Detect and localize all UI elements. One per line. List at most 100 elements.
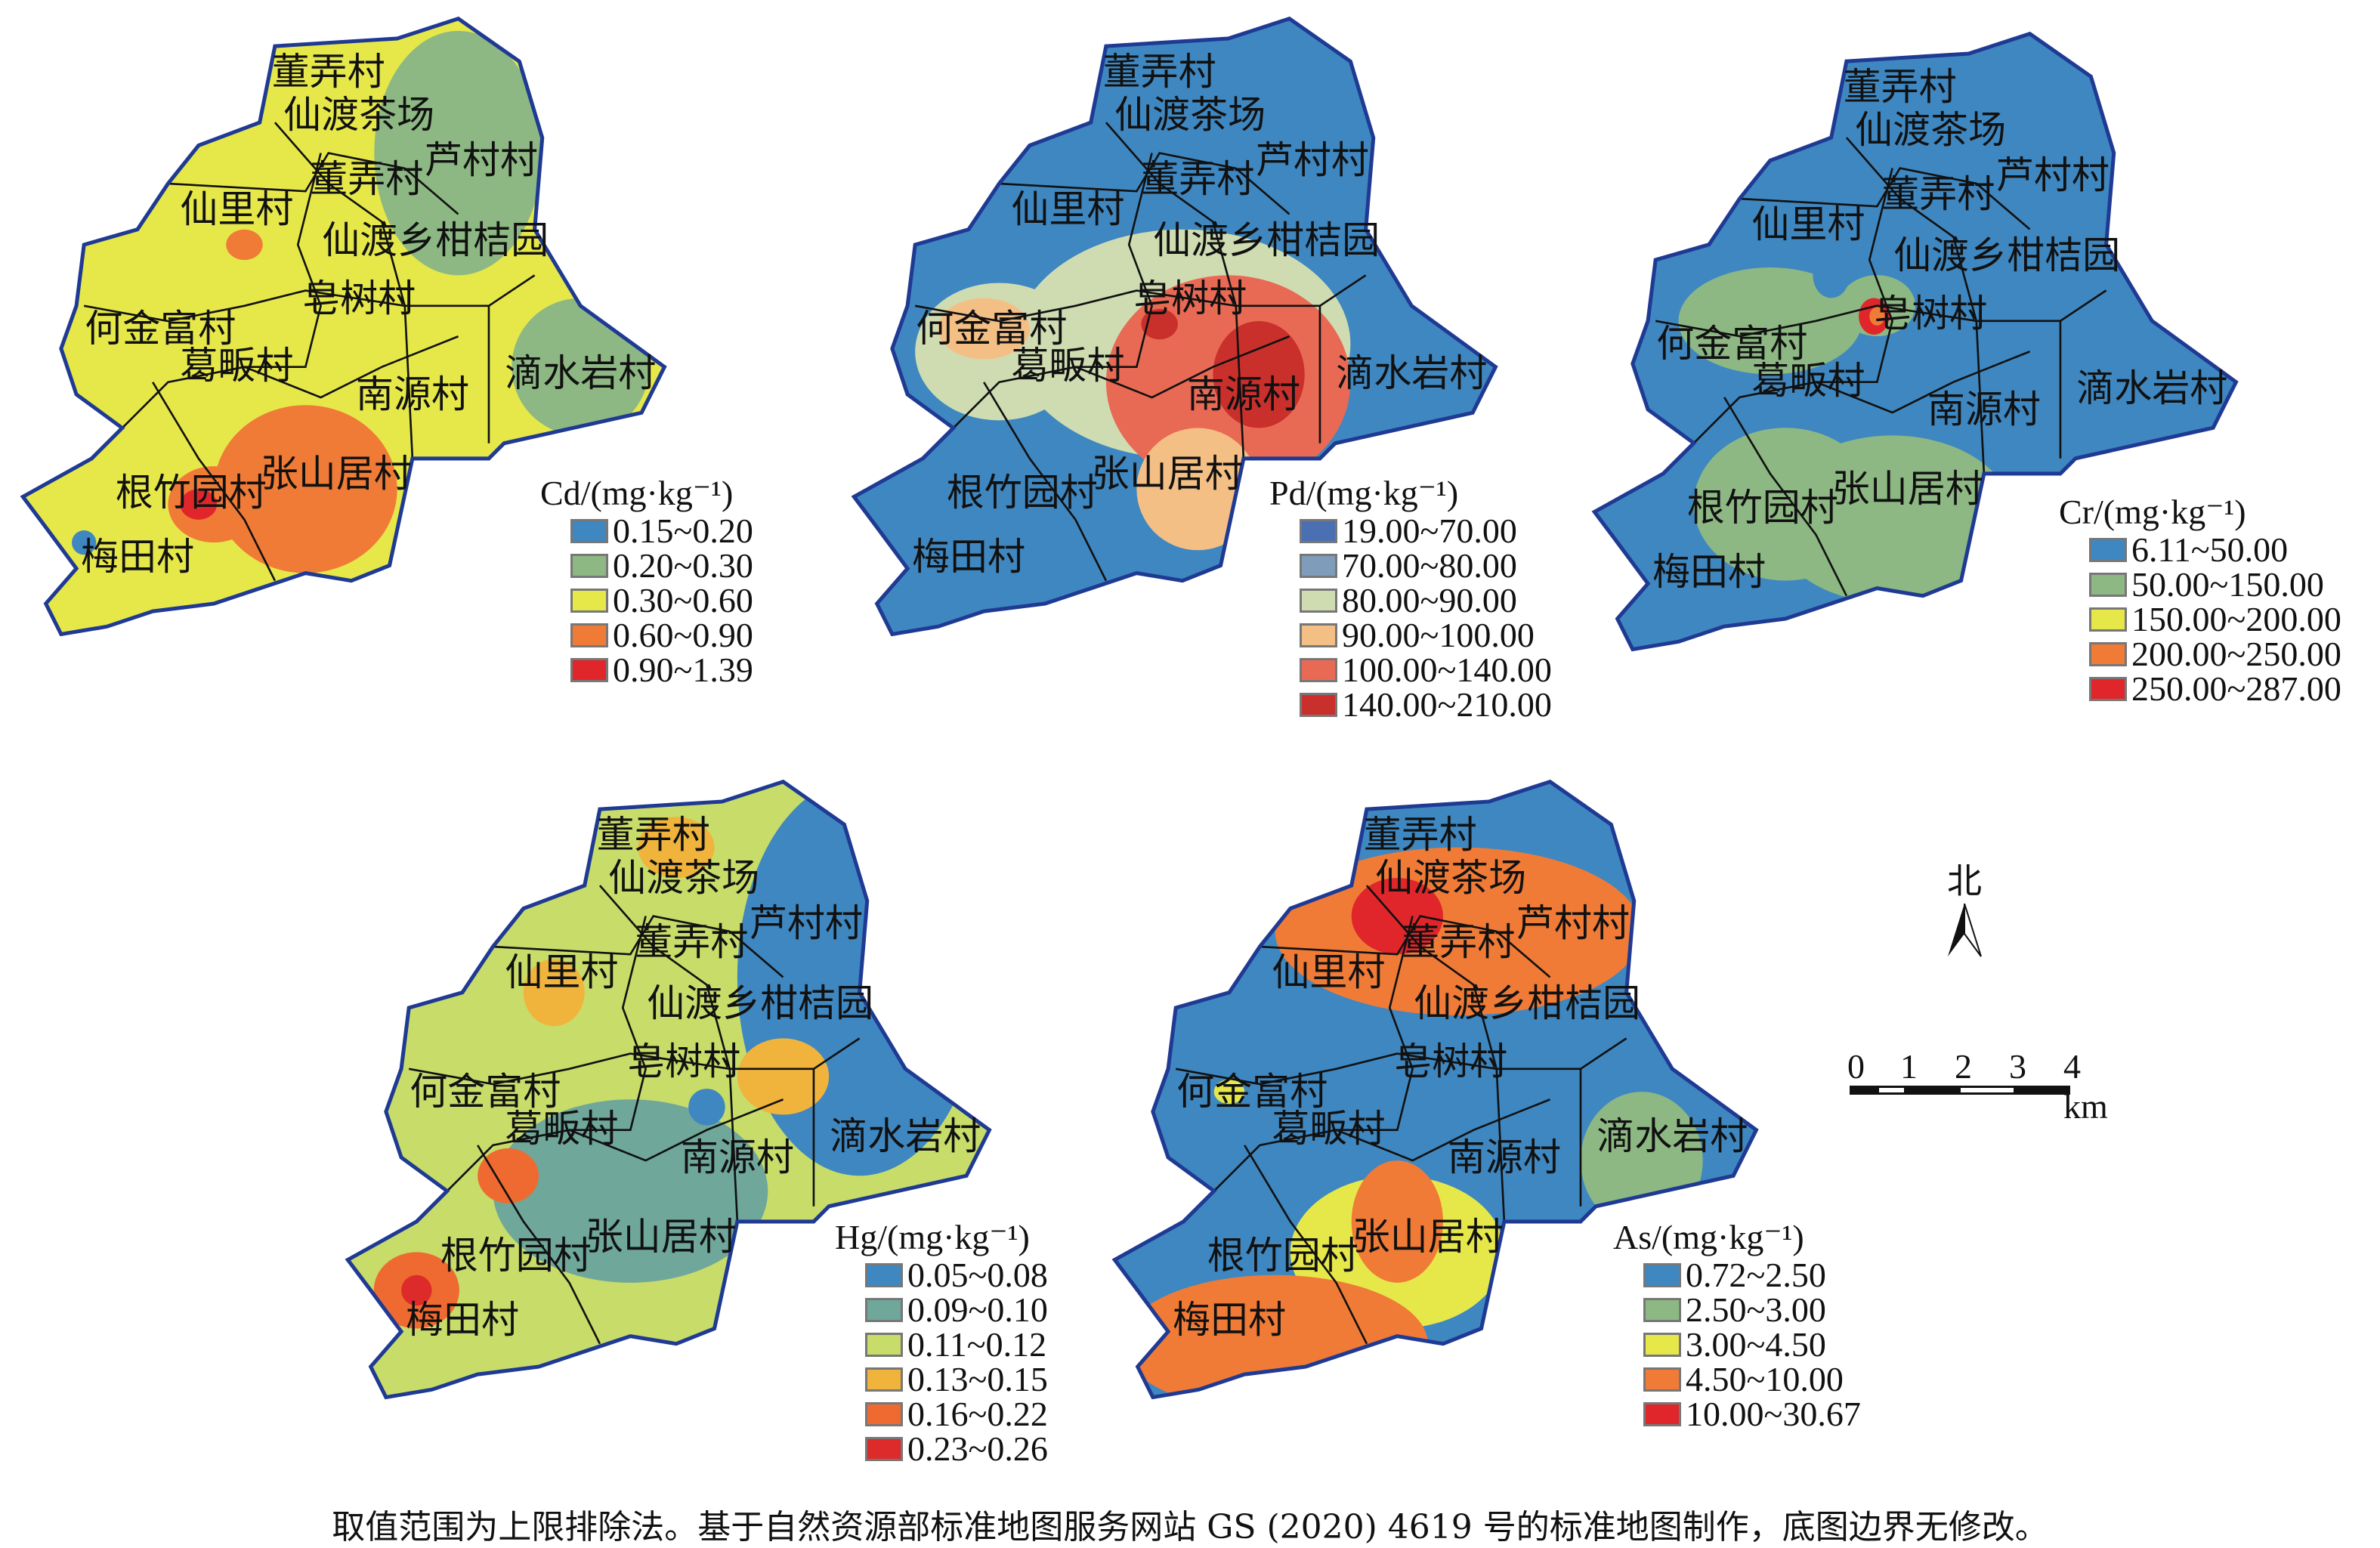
as-map: [1111, 779, 1759, 1400]
cr-map: [1591, 31, 2239, 652]
village-label: 仙里村: [1272, 950, 1386, 995]
legend-range: 0.09~0.10: [907, 1290, 1048, 1329]
village-label: 滴水岩村: [505, 351, 657, 395]
village-label: 南源村: [355, 372, 469, 417]
village-label: 董弄村: [635, 919, 749, 964]
village-boundary: [152, 382, 277, 582]
village-label: 根竹园村: [946, 470, 1098, 514]
village-label: 梅田村: [80, 534, 194, 579]
north-label: 北: [1947, 861, 1982, 901]
legend-range: 0.90~1.39: [613, 650, 753, 689]
village-label: 仙里村: [505, 950, 619, 995]
village-boundary: [1213, 1098, 1551, 1192]
village-label: 皂树村: [1133, 276, 1247, 320]
study-area-outline: [20, 16, 667, 637]
legend-item: 0.30~0.60: [570, 583, 753, 618]
village-label: 梅田村: [1172, 1297, 1286, 1342]
village-boundary: [569, 916, 647, 1131]
hg-legend: Hg/(mg·kg⁻¹) 0.05~0.08 0.09~0.10 0.11~0.12 0…: [835, 1220, 1048, 1468]
cr-legend: Cr/(mg·kg⁻¹) 6.11~50.00 50.00~150.00 150.00…: [2059, 495, 2341, 706]
legend-item: 90.00~100.00: [1300, 618, 1552, 653]
legend-item: 10.00~30.67: [1643, 1397, 1861, 1432]
legend-item: 80.00~90.00: [1300, 583, 1552, 618]
village-label: 董弄村: [1141, 156, 1255, 201]
concentration-zone: [72, 530, 97, 555]
concentration-zone: [214, 405, 397, 573]
legend-item: 100.00~140.00: [1300, 653, 1552, 687]
village-label: 董弄村: [271, 50, 385, 94]
village-boundary: [1692, 350, 2031, 444]
village-label: 根竹园村: [440, 1233, 592, 1278]
village-label: 根竹园村: [1207, 1233, 1358, 1278]
village-label: 葛畈村: [505, 1106, 619, 1151]
village-label: 根竹园村: [115, 470, 267, 514]
legend-swatch: [2089, 573, 2127, 597]
village-label: 仙渡茶场: [1114, 92, 1266, 137]
legend-item: 0.11~0.12: [865, 1327, 1048, 1362]
north-arrow: 北: [1946, 854, 1983, 964]
village-label: 张山居村: [260, 452, 412, 496]
village-label: 董弄村: [1363, 813, 1477, 857]
legend-range: 0.23~0.26: [907, 1429, 1048, 1468]
legend-item: 19.00~70.00: [1300, 514, 1552, 548]
legend-range: 2.50~3.00: [1686, 1290, 1826, 1329]
legend-item: 70.00~80.00: [1300, 548, 1552, 583]
legend-swatch: [865, 1367, 903, 1392]
village-label: 仙渡乡柑桔园: [1414, 981, 1641, 1025]
village-label: 何金富村: [85, 307, 236, 351]
village-boundary: [1816, 168, 1893, 383]
legend-item: 250.00~287.00: [2089, 672, 2341, 706]
concentration-zone: [493, 1099, 768, 1283]
village-label: 南源村: [680, 1136, 794, 1180]
scale-tick: 0: [1847, 1047, 1865, 1086]
legend-item: 0.20~0.30: [570, 548, 753, 583]
legend-title: Hg/(mg·kg⁻¹): [835, 1218, 1030, 1256]
legend-swatch: [865, 1402, 903, 1426]
village-boundary: [1723, 397, 1848, 597]
village-label: 葛畈村: [180, 343, 294, 388]
village-label: 根竹园村: [1686, 485, 1838, 530]
cd-legend: Cd/(mg·kg⁻¹) 0.15~0.20 0.20~0.30 0.30~0.60 0…: [540, 476, 753, 689]
village-label: 葛畈村: [1011, 343, 1125, 388]
village-label: 梅田村: [911, 534, 1025, 579]
village-boundary: [1075, 153, 1153, 368]
legend-swatch: [865, 1263, 903, 1287]
legend-title: As/(mg·kg⁻¹): [1613, 1218, 1804, 1256]
village-label: 仙渡乡柑桔园: [647, 981, 874, 1025]
concentration-zone: [374, 30, 542, 276]
village-boundary: [983, 382, 1108, 582]
legend-swatch: [1643, 1263, 1681, 1287]
village-label: 皂树村: [1394, 1039, 1508, 1083]
village-label: 芦村村: [1516, 901, 1630, 946]
figure-caption: 取值范围为上限排除法。基于自然资源部标准地图服务网站 GS (2020) 461…: [332, 1508, 2048, 1546]
concentration-zone: [523, 959, 585, 1027]
legend-range: 90.00~100.00: [1342, 616, 1535, 654]
village-label: 梅田村: [405, 1297, 519, 1342]
legend-swatch: [570, 554, 608, 578]
village-label: 芦村村: [424, 138, 538, 183]
pd-map: [851, 16, 1498, 637]
village-label: 仙渡乡柑桔园: [1153, 218, 1380, 262]
legend-range: 250.00~287.00: [2131, 669, 2341, 708]
concentration-zone: [737, 1038, 830, 1115]
concentration-zone: [1351, 878, 1443, 955]
legend-swatch: [2089, 607, 2127, 632]
legend-item: 50.00~150.00: [2089, 567, 2341, 602]
legend-range: 6.11~50.00: [2131, 530, 2289, 569]
village-label: 芦村村: [1255, 138, 1369, 183]
legend-range: 0.20~0.30: [613, 546, 753, 585]
legend-range: 0.72~2.50: [1686, 1256, 1826, 1294]
village-boundary: [477, 1145, 601, 1345]
legend-swatch: [1300, 623, 1337, 647]
village-label: 董弄村: [596, 813, 710, 857]
legend-range: 200.00~250.00: [2131, 635, 2341, 673]
legend-title: Cd/(mg·kg⁻¹): [540, 474, 734, 512]
legend-item: 0.09~0.10: [865, 1293, 1048, 1327]
legend-item: 140.00~210.00: [1300, 687, 1552, 722]
village-label: 皂树村: [302, 276, 416, 320]
village-boundary: [121, 335, 459, 429]
legend-item: 0.15~0.20: [570, 514, 753, 548]
concentration-zone: [478, 1148, 539, 1203]
village-label: 仙渡茶场: [1855, 107, 2007, 152]
legend-range: 0.30~0.60: [613, 581, 753, 620]
